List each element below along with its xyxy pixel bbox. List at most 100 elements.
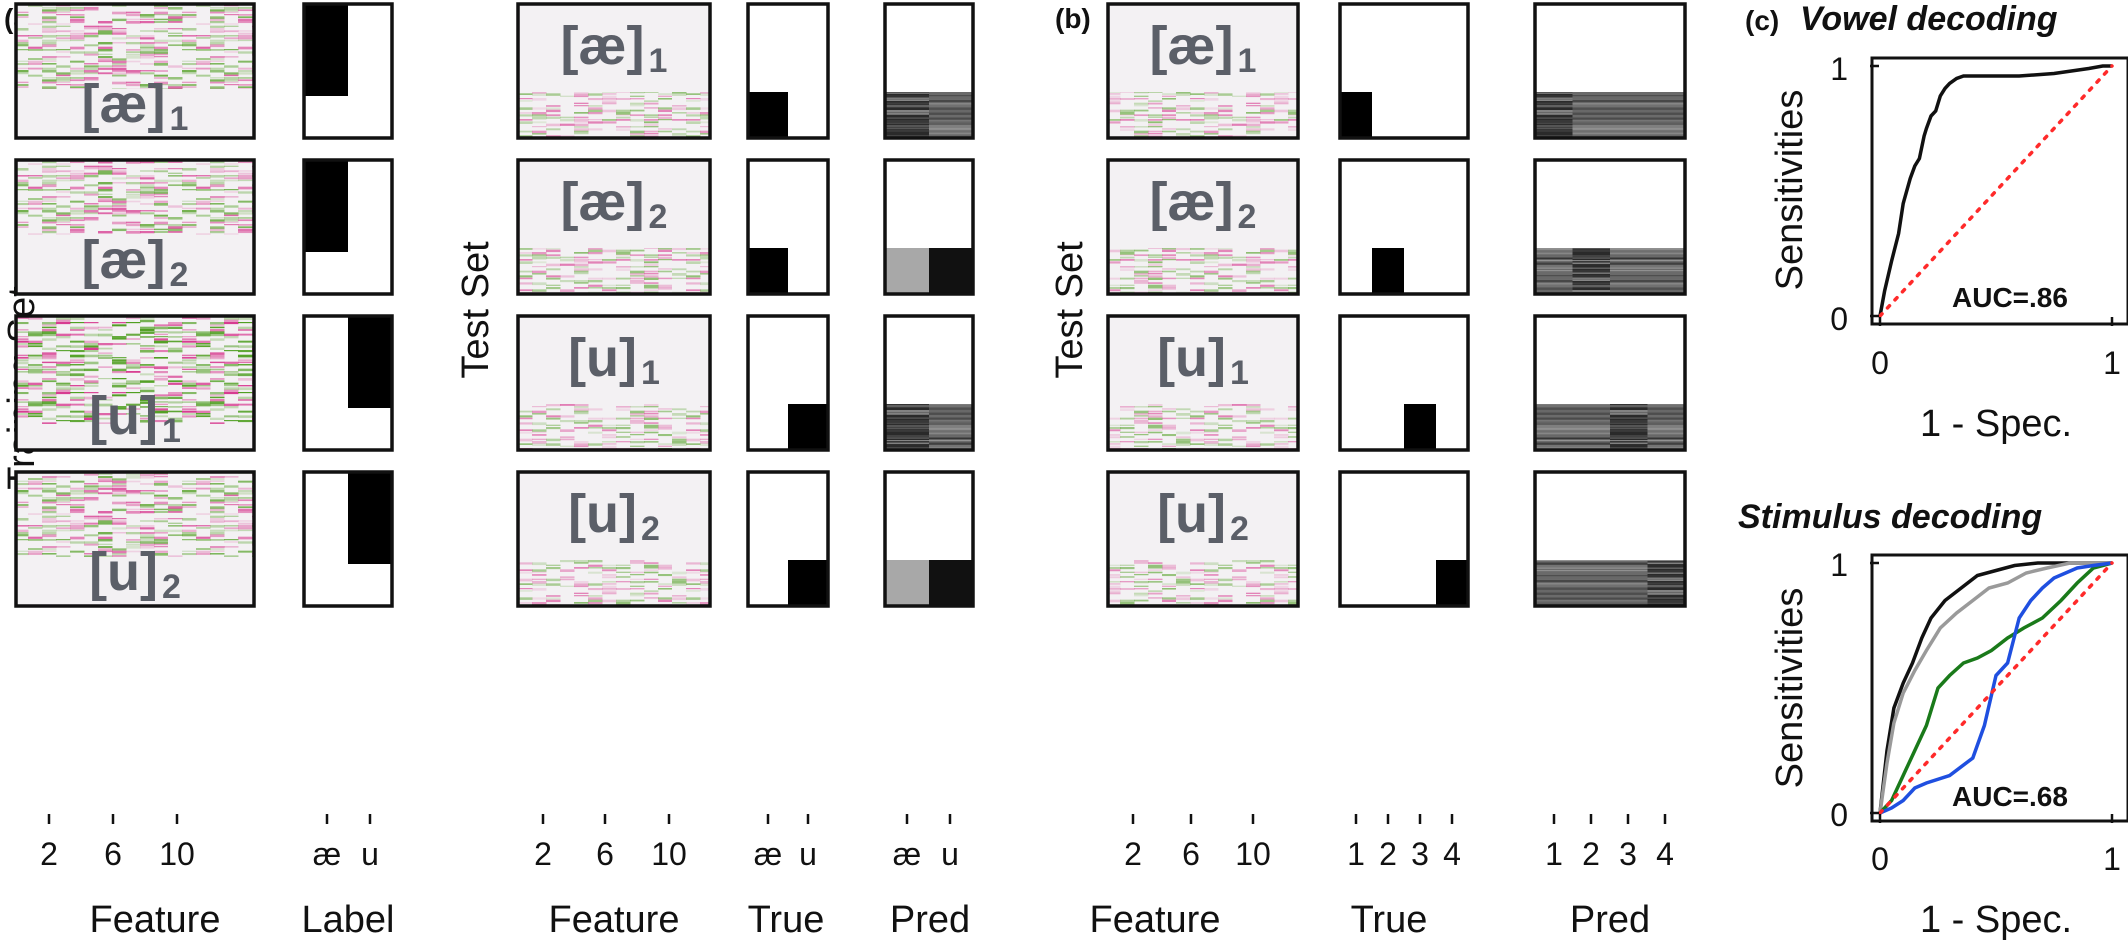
roc-stimulus-xlabel: 1 - Spec. — [1920, 899, 2072, 941]
pred-col-b-frame-3 — [1533, 470, 1687, 608]
feature-heatmaps — [16, 4, 1298, 606]
roc-stimulus-ytick-0: 0 — [1830, 797, 1848, 833]
pred-col-b-cell-3-0 — [1535, 560, 1573, 606]
pred-col-a-frame-0 — [883, 2, 975, 140]
pred-b-tick-3: 4 — [1656, 836, 1674, 872]
train-heatmap-frame-1 — [14, 158, 256, 296]
true-col-a-bar-1 — [748, 248, 788, 294]
pred-col-b-frame-0 — [1533, 2, 1687, 140]
train-heatmap-3 — [16, 472, 254, 557]
xlabel-true-b: True — [1351, 899, 1428, 941]
train-heatmap-0 — [16, 4, 254, 89]
roc-vowel-xtick-0: 0 — [1871, 345, 1889, 381]
pred-col-a-right-2 — [929, 404, 973, 450]
test-overlay-b-1: [æ] 2 — [1150, 172, 1257, 236]
pred-col-a-left-2 — [885, 404, 929, 450]
xlabel-label-a: Label — [302, 899, 395, 941]
label-col-bar-1 — [304, 160, 348, 252]
pred-col-b-cell-0-3 — [1647, 92, 1686, 138]
pred-col-a-left-1 — [885, 248, 929, 294]
pred-b-tick-2: 3 — [1619, 836, 1637, 872]
roc1-series-1 — [1878, 561, 2112, 814]
train-overlay-1: [æ] 2 — [82, 230, 189, 294]
true-col-b-frame-2 — [1338, 314, 1470, 452]
roc-stimulus-xtick-1: 1 — [2103, 841, 2121, 877]
true-b-tick-3: 4 — [1443, 836, 1461, 872]
label-col-bar-2 — [348, 316, 392, 408]
true-col-a-frame-0 — [746, 2, 830, 140]
pred-col-a-frame-2 — [883, 314, 975, 452]
roc-vowel: Vowel decoding AUC=.86 1 0 0 1 1 - Spec.… — [1769, 0, 2128, 445]
b-heatmap-frame-2 — [1106, 314, 1300, 452]
roc1-series-2 — [1878, 561, 2113, 815]
panel-label-c: (c) — [1745, 5, 1779, 36]
label-col-frame-0 — [302, 2, 394, 140]
b-heatmap-frame-1 — [1106, 158, 1300, 296]
label-col-bar-0 — [304, 4, 348, 96]
test-feature-b-tick-2: 10 — [1235, 836, 1271, 872]
true-col-a-frame-1 — [746, 158, 830, 296]
true-col-b-frame-3 — [1338, 470, 1470, 608]
prediction-columns — [885, 4, 1686, 606]
label-col-bar-3 — [348, 472, 392, 564]
roc-vowel-ylabel: Sensitivities — [1769, 90, 1811, 291]
train-heatmap-frame-2 — [14, 314, 256, 452]
roc-vowel-ytick-0: 0 — [1830, 301, 1848, 337]
roc-vowel-xlabel: 1 - Spec. — [1920, 403, 2072, 445]
true-col-b-bar-3 — [1436, 560, 1468, 606]
b-heatmap-2 — [1108, 404, 1298, 450]
roc-vowel-frame — [1870, 56, 2128, 326]
roc0-series-0 — [1878, 64, 2112, 317]
true-col-a-bar-0 — [748, 92, 788, 138]
test-set-label-b: Test Set — [1049, 241, 1091, 379]
true-col-a-frame-2 — [746, 314, 830, 452]
true-a-tick-1: u — [799, 836, 817, 872]
pred-col-b-cell-1-2 — [1610, 248, 1648, 294]
pred-col-a-left-0 — [885, 92, 929, 138]
true-a-tick-0: æ — [754, 836, 782, 872]
label-tick-1: u — [361, 836, 379, 872]
test-feature-b-tick-0: 2 — [1124, 836, 1142, 872]
pred-col-b-cell-3-2 — [1610, 560, 1648, 606]
test-heatmap-frame-1 — [516, 158, 712, 296]
pred-col-b-cell-2-3 — [1647, 404, 1686, 450]
roc1-series-0 — [1878, 561, 2112, 814]
pred-col-b-cell-0-1 — [1572, 92, 1611, 138]
xlabel-feature-a: Feature — [90, 899, 221, 941]
train-overlay-0: [æ] 1 — [82, 74, 189, 138]
vowel-overlays: [æ] 1 [æ] 2 [u] 1 [u] 2 [æ] 1 [æ] 2 [u] 1 [u] 2 [æ] 1 [æ] 2… — [82, 16, 1257, 606]
pred-col-a-right-0 — [929, 92, 973, 138]
pred-col-b-cell-2-1 — [1572, 404, 1611, 450]
label-col-frame-3 — [302, 470, 394, 608]
b-heatmap-frame-0 — [1106, 2, 1300, 140]
test-overlay-a-0: [æ] 1 — [561, 16, 668, 80]
pred-col-a-frame-3 — [883, 470, 975, 608]
roc-vowel-auc: AUC=.86 — [1952, 282, 2068, 313]
xlabel-true-a: True — [748, 899, 825, 941]
train-feature-tick-1: 6 — [104, 836, 122, 872]
train-feature-tick-0: 2 — [40, 836, 58, 872]
label-tick-0: æ — [313, 836, 341, 872]
roc-stimulus: Stimulus decoding AUC=.68 1 0 0 1 1 - Sp… — [1738, 498, 2128, 941]
roc-stimulus-xtick-0: 0 — [1871, 841, 1889, 877]
xlabel-pred-b: Pred — [1570, 899, 1650, 941]
roc-stimulus-title: Stimulus decoding — [1738, 498, 2042, 536]
pred-col-b-cell-3-3 — [1647, 560, 1686, 606]
pred-col-a-right-3 — [929, 560, 973, 606]
test-overlay-b-3: [u] 2 — [1157, 484, 1249, 548]
roc-stimulus-frame — [1870, 553, 2128, 823]
train-heatmap-2 — [16, 316, 254, 424]
pred-col-b-cell-2-2 — [1610, 404, 1648, 450]
test-heatmap-3 — [518, 560, 710, 606]
roc0-series-1 — [1878, 64, 2114, 318]
xlabel-feature2-a: Feature — [549, 899, 680, 941]
pred-col-b-cell-1-1 — [1572, 248, 1611, 294]
label-col-frame-2 — [302, 314, 394, 452]
train-heatmap-frame-0 — [14, 2, 256, 140]
roc-stimulus-ytick-1: 1 — [1830, 547, 1848, 583]
panel-label-b: (b) — [1055, 3, 1091, 34]
roc1-series-4 — [1878, 561, 2114, 815]
test-heatmap-0 — [518, 92, 710, 138]
test-heatmap-frame-3 — [516, 470, 712, 608]
b-heatmap-1 — [1108, 248, 1298, 294]
